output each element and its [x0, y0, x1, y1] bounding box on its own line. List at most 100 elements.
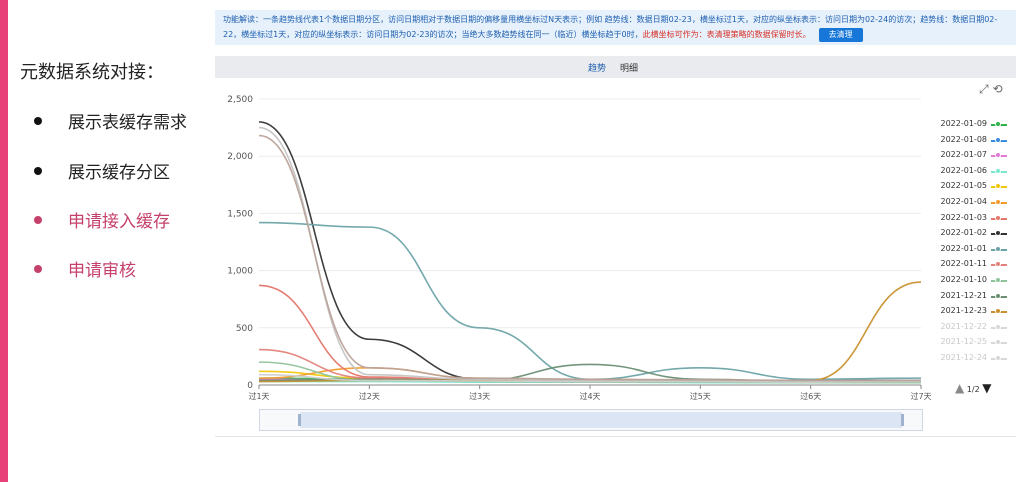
x-tick-label: 过6天 [800, 391, 821, 401]
legend-line-icon [991, 277, 1007, 283]
legend-item[interactable]: 2022-01-05 [935, 180, 1015, 194]
bullet-item: 展示表缓存需求 [34, 108, 187, 133]
y-tick-label: 1,000 [227, 267, 253, 277]
chart-toolbox: ⤢ ⟲ [979, 82, 1003, 97]
bullet-item: 申请接入缓存 [34, 207, 170, 232]
legend-line-icon [991, 183, 1007, 190]
tab-bar: 趋势 明细 [215, 56, 1016, 78]
series-line [258, 373, 922, 383]
bullet-text: 申请审核 [68, 261, 136, 281]
y-tick-label: 2,500 [227, 95, 253, 105]
legend-item[interactable]: 2021-12-24 [935, 352, 1015, 366]
legend-line-icon [991, 323, 1007, 330]
legend-label: 2022-01-04 [940, 197, 988, 206]
legend-line-icon [991, 136, 1007, 143]
legend-item[interactable]: 2022-01-11 [935, 258, 1015, 272]
legend-label: 2022-01-06 [940, 165, 988, 175]
bullet-dot [34, 166, 42, 175]
legend-label: 2021-12-24 [940, 353, 988, 362]
chart-panel: 0 500 1,000 1,500 2,000 2,500 过1天 过2天 过3天 过4天 过5天 过… [215, 78, 1016, 437]
legend-label: 2021-12-21 [940, 290, 988, 300]
legend-item[interactable]: 2022-01-08 [935, 134, 1015, 148]
legend-item[interactable]: 2022-01-02 [935, 227, 1015, 241]
legend-next-icon[interactable]: ▼ [982, 381, 992, 395]
x-tick-label: 过1天 [248, 391, 269, 401]
x-tick-label: 过5天 [690, 391, 711, 401]
series-line [258, 121, 921, 382]
series-line [258, 134, 921, 382]
series-line [258, 126, 921, 382]
bullet-dot [34, 215, 42, 224]
tab-trend[interactable]: 趋势 [588, 64, 607, 74]
legend-item[interactable]: 2021-12-21 [935, 290, 1015, 304]
legend-item[interactable]: 2022-01-01 [935, 243, 1015, 257]
notice-text: 功能解读：一条趋势线代表1个数据日期分区，访问日期相对于数据日期的偏移量用横坐标… [223, 15, 998, 39]
zoom-icon[interactable]: ⤢ [979, 82, 989, 96]
zoom-reset-icon[interactable]: ⟲ [992, 82, 1003, 96]
clean-button[interactable]: 去清理 [818, 28, 863, 42]
legend-label: 2022-01-08 [940, 134, 988, 144]
legend-label: 2022-01-01 [940, 243, 988, 253]
slide-heading: 元数据系统对接： [20, 62, 164, 83]
legend-label: 2021-12-22 [940, 321, 988, 331]
legend-line-icon [991, 230, 1007, 237]
legend-line-icon [991, 355, 1007, 361]
legend-item[interactable]: 2021-12-23 [935, 305, 1015, 319]
tab-detail[interactable]: 明细 [620, 64, 639, 74]
x-tick-label: 过3天 [469, 391, 490, 401]
legend-label: 2022-01-09 [940, 119, 988, 128]
series-line [258, 281, 922, 383]
bullet-text: 展示表缓存需求 [68, 113, 187, 133]
data-zoom-left-handle[interactable] [298, 414, 301, 426]
bullet-text: 展示缓存分区 [68, 163, 170, 183]
x-tick-label: 过7天 [910, 391, 931, 401]
legend-label: 2022-01-02 [940, 228, 988, 238]
data-zoom-right-handle[interactable] [901, 414, 904, 426]
data-zoom-range [300, 412, 902, 428]
line-chart: 0 500 1,000 1,500 2,000 2,500 过1天 过2天 过3天 过4天 过5天 过… [227, 95, 931, 401]
series-line [258, 221, 922, 381]
legend-label: 2022-01-11 [940, 259, 988, 269]
y-tick-label: 2,000 [227, 152, 253, 162]
legend-item[interactable]: 2022-01-04 [935, 196, 1015, 210]
legend-page-indicator: 1/2 [966, 385, 980, 394]
legend-item[interactable]: 2021-12-22 [935, 321, 1015, 335]
notice-highlight: 此横坐标可作为：表清理策略的数据保留时长。 [642, 30, 811, 39]
legend-label: 2022-01-07 [940, 150, 988, 160]
legend-label: 2021-12-25 [940, 337, 988, 347]
legend-line-icon [991, 245, 1007, 252]
legend-item[interactable]: 2022-01-03 [935, 212, 1015, 226]
legend-item[interactable]: 2022-01-06 [935, 165, 1015, 179]
legend-label: 2022-01-03 [940, 212, 988, 222]
legend-label: 2022-01-05 [940, 181, 988, 191]
legend-line-icon [991, 121, 1007, 127]
legend-item[interactable]: 2022-01-09 [935, 118, 1015, 132]
legend-pager: ▲ 1/2 ▼ [955, 381, 991, 395]
legend-line-icon [991, 292, 1007, 299]
legend-item[interactable]: 2021-12-25 [935, 336, 1015, 350]
y-tick-label: 500 [236, 324, 253, 334]
legend-label: 2022-01-10 [940, 275, 988, 284]
notice-banner: 功能解读：一条趋势线代表1个数据日期分区，访问日期相对于数据日期的偏移量用横坐标… [215, 10, 1016, 45]
legend-line-icon [991, 152, 1007, 159]
bullet-item: 展示缓存分区 [34, 158, 170, 183]
legend-line-icon [991, 167, 1007, 174]
bullet-dot [34, 264, 42, 273]
legend-prev-icon[interactable]: ▲ [955, 381, 965, 395]
legend-item[interactable]: 2022-01-07 [935, 149, 1015, 163]
legend-item[interactable]: 2022-01-10 [935, 274, 1015, 288]
bullet-item: 申请审核 [34, 256, 136, 281]
y-tick-label: 0 [247, 381, 253, 391]
data-zoom-slider[interactable] [259, 409, 923, 431]
y-tick-label: 1,500 [227, 209, 253, 219]
legend-line-icon [991, 308, 1007, 315]
legend-line-icon [991, 339, 1007, 346]
legend-line-icon [991, 261, 1007, 268]
legend-label: 2021-12-23 [940, 306, 988, 316]
legend-line-icon [991, 199, 1007, 205]
series-line [258, 348, 921, 383]
bullet-dot [34, 116, 42, 125]
legend-line-icon [991, 214, 1007, 221]
x-tick-label: 过2天 [359, 391, 380, 401]
bullet-text: 申请接入缓存 [68, 212, 170, 232]
